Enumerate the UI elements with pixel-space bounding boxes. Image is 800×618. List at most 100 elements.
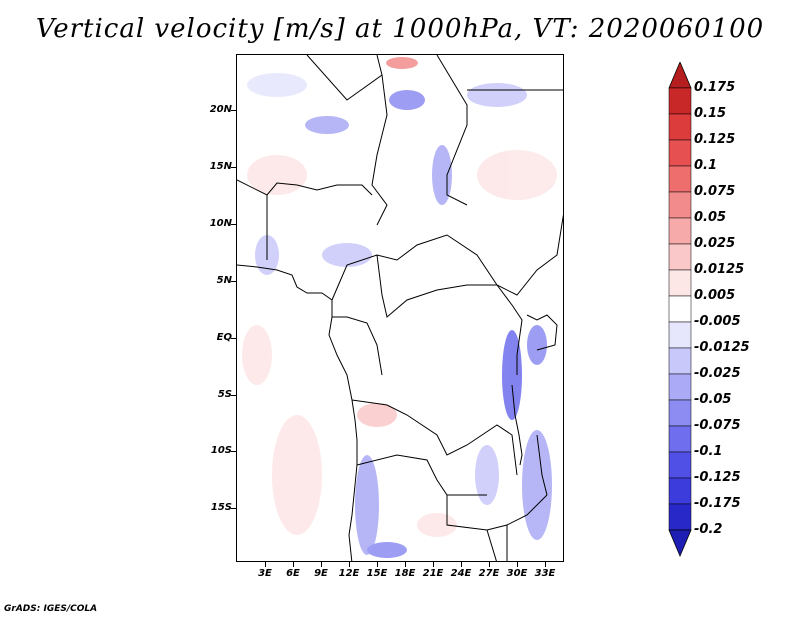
colorbar-box — [668, 373, 692, 401]
lon-tick — [377, 562, 378, 567]
colorbar-box — [668, 451, 692, 479]
colorbar-label: 0.175 — [694, 80, 736, 95]
downdraft-patch — [386, 57, 418, 69]
lat-label: 20N — [209, 104, 232, 115]
border — [331, 214, 563, 301]
lon-label: 33E — [534, 568, 556, 579]
colorbar-label: -0.025 — [694, 366, 741, 381]
footer-credit: GrADS: IGES/COLA — [4, 604, 98, 614]
lon-label: 18E — [394, 568, 416, 579]
lat-label: 15N — [209, 161, 232, 172]
colorbar-box — [668, 191, 692, 219]
colorbar-box — [668, 113, 692, 141]
colorbar-label: 0.1 — [694, 158, 718, 173]
colorbar — [668, 62, 692, 558]
vertical-velocity-map — [237, 55, 563, 561]
lat-tick — [231, 110, 236, 111]
border — [356, 454, 487, 496]
lon-tick — [293, 562, 294, 567]
lon-label: 3E — [258, 568, 272, 579]
colorbar-box — [668, 295, 692, 323]
border — [237, 179, 373, 196]
lon-label: 9E — [314, 568, 328, 579]
colorbar-box — [668, 399, 692, 427]
lon-tick — [517, 562, 518, 567]
chart-title: Vertical velocity [m/s] at 1000hPa, VT: … — [35, 14, 765, 44]
lat-tick — [231, 508, 236, 509]
updraft-patch — [467, 83, 527, 107]
colorbar-box — [668, 243, 692, 271]
colorbar-label: -0.125 — [694, 470, 741, 485]
colorbar-label: -0.1 — [694, 444, 723, 459]
border — [496, 284, 523, 375]
lon-label: 21E — [422, 568, 444, 579]
lon-tick — [265, 562, 266, 567]
lat-tick — [231, 224, 236, 225]
colorbar-label: -0.0125 — [694, 340, 750, 355]
colorbar-box — [668, 165, 692, 193]
lat-tick — [231, 281, 236, 282]
downdraft-patch — [477, 150, 557, 200]
downdraft-patch — [272, 415, 322, 535]
updraft-patch — [475, 445, 499, 505]
updraft-patch — [389, 90, 425, 110]
border — [376, 254, 497, 318]
velocity-shading — [242, 57, 557, 558]
border — [486, 529, 497, 561]
colorbar-label: 0.075 — [694, 184, 736, 199]
lon-tick — [405, 562, 406, 567]
border — [351, 399, 518, 476]
colorbar-bottom-arrow — [668, 529, 692, 558]
border — [332, 316, 383, 376]
colorbar-label: -0.2 — [694, 522, 723, 537]
lon-label: 24E — [450, 568, 472, 579]
lon-label: 12E — [338, 568, 360, 579]
colorbar-label: 0.125 — [694, 132, 736, 147]
lon-tick — [321, 562, 322, 567]
updraft-patch — [305, 116, 349, 134]
lon-label: 15E — [366, 568, 388, 579]
lat-tick — [231, 338, 236, 339]
lat-label: EQ — [216, 332, 232, 343]
colorbar-label: -0.075 — [694, 418, 741, 433]
boundaries — [237, 55, 563, 561]
updraft-patch — [522, 430, 552, 540]
colorbar-label: 0.005 — [694, 288, 736, 303]
updraft-patch — [247, 73, 307, 97]
downdraft-patch — [357, 403, 397, 427]
lat-label: 5N — [216, 275, 232, 286]
updraft-patch — [355, 455, 379, 555]
lat-label: 5S — [217, 389, 232, 400]
colorbar-top-arrow — [668, 62, 692, 89]
colorbar-label: -0.175 — [694, 496, 741, 511]
colorbar-box — [668, 477, 692, 505]
lon-label: 27E — [478, 568, 500, 579]
lon-tick — [545, 562, 546, 567]
downdraft-patch — [242, 325, 272, 385]
lake — [526, 314, 558, 351]
colorbar-box — [668, 503, 692, 531]
border — [436, 55, 468, 206]
lat-label: 10N — [209, 218, 232, 229]
updraft-patch — [322, 243, 372, 267]
map-panel — [236, 54, 564, 562]
lat-tick — [231, 451, 236, 452]
lon-label: 6E — [286, 568, 300, 579]
colorbar-box — [668, 217, 692, 245]
lon-tick — [489, 562, 490, 567]
lat-tick — [231, 395, 236, 396]
lon-tick — [433, 562, 434, 567]
colorbar-label: 0.025 — [694, 236, 736, 251]
colorbar-boxes — [668, 62, 692, 558]
lat-label: 10S — [210, 445, 232, 456]
lon-tick — [461, 562, 462, 567]
lon-tick — [349, 562, 350, 567]
lon-label: 30E — [506, 568, 528, 579]
border — [371, 74, 388, 226]
colorbar-label: 0.05 — [694, 210, 727, 225]
updraft-patch — [527, 325, 547, 365]
colorbar-box — [668, 139, 692, 167]
border — [446, 494, 548, 531]
colorbar-box — [668, 321, 692, 349]
colorbar-label: -0.05 — [694, 392, 732, 407]
